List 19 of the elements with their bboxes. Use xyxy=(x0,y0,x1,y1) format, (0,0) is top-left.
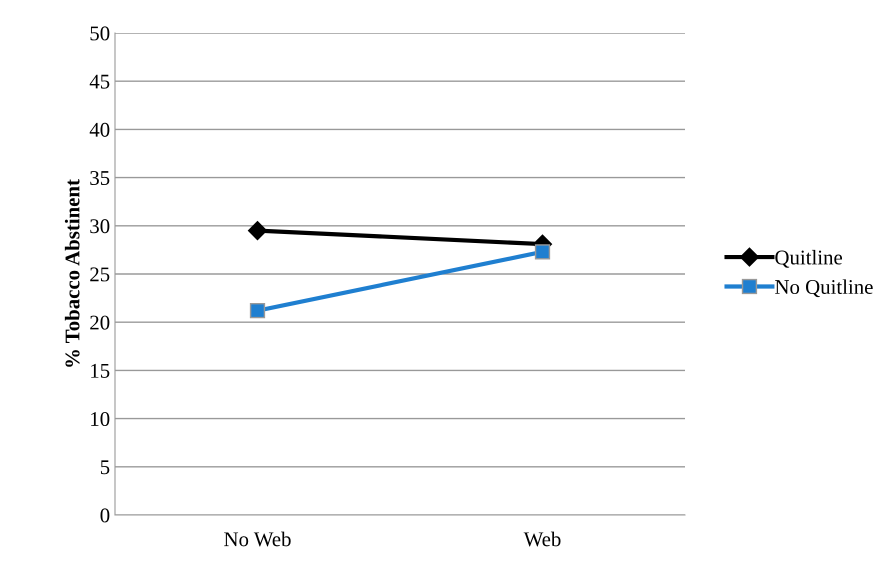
point xyxy=(250,302,266,318)
y-axis-title: % Tobacco Abstinent xyxy=(64,179,80,367)
y-tick-label: 20 xyxy=(90,316,110,330)
y-tick-label: 50 xyxy=(90,26,110,40)
y-tick-label: 5 xyxy=(100,460,110,474)
x-tick-label: No Web xyxy=(224,532,291,546)
point xyxy=(534,244,550,260)
y-tick-label: 45 xyxy=(90,74,110,89)
legend-label: Quitline xyxy=(775,250,842,268)
legend-label: No Quitline xyxy=(775,279,873,298)
y-tick-label: 35 xyxy=(90,171,110,186)
y-tick-label: 40 xyxy=(90,122,110,137)
y-tick-label: 15 xyxy=(91,364,110,378)
y-tick-label: 10 xyxy=(91,412,110,426)
x-tick-label: Web xyxy=(524,532,561,546)
y-tick-label: 30 xyxy=(90,219,110,234)
y-tick-label: 0 xyxy=(100,508,110,522)
point xyxy=(248,221,268,240)
y-tick-label: 25 xyxy=(90,267,110,282)
